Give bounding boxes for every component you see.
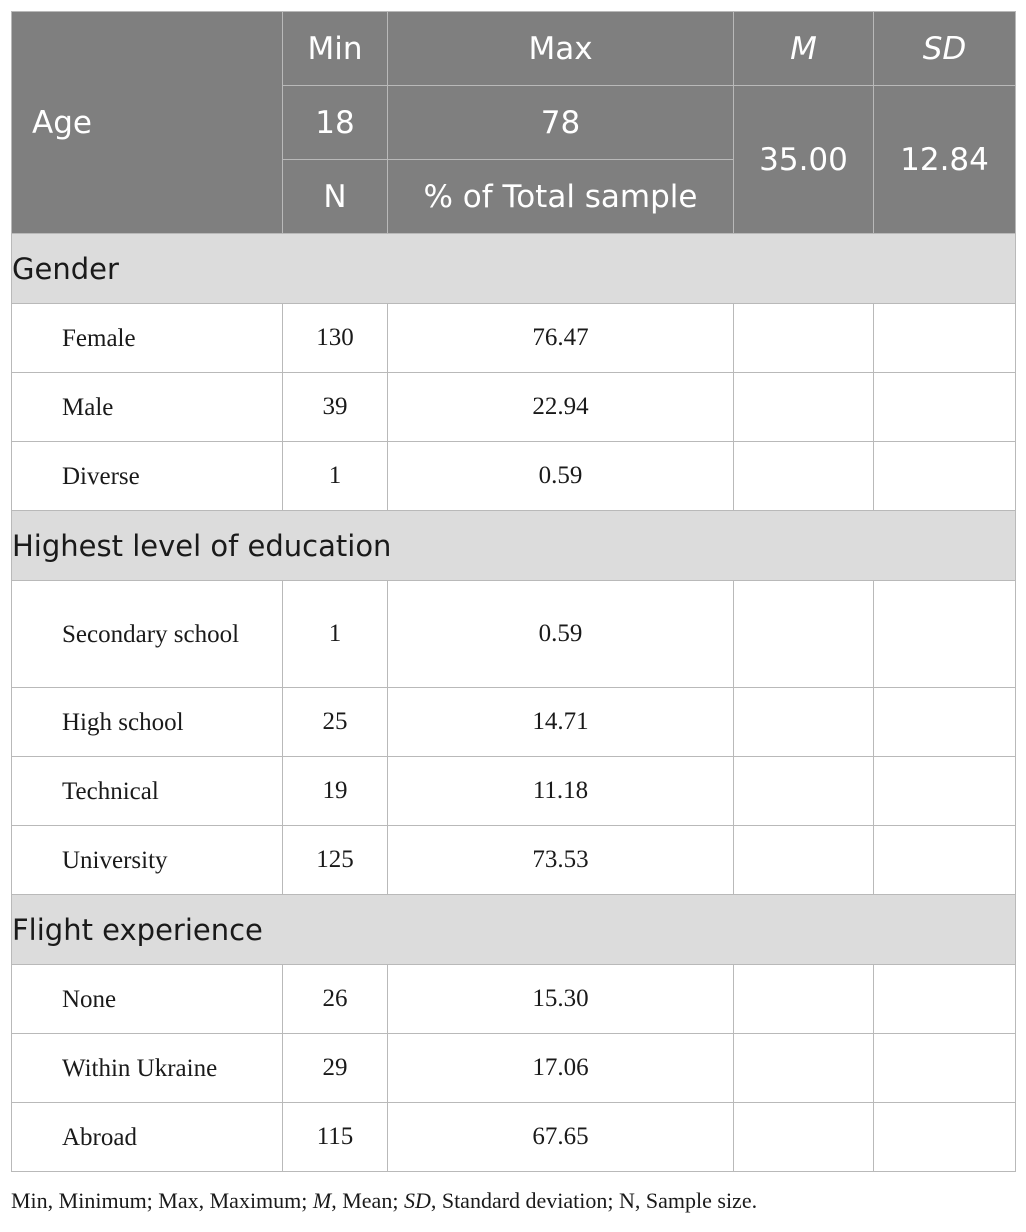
row-pct: 67.65: [387, 1102, 734, 1172]
empty-cell: [733, 1033, 874, 1103]
age-min-value: 18: [282, 85, 388, 160]
section-title-gender: Gender: [11, 233, 1016, 304]
empty-cell: [873, 756, 1016, 826]
row-pct: 17.06: [387, 1033, 734, 1103]
empty-cell: [873, 580, 1016, 688]
row-pct: 11.18: [387, 756, 734, 826]
empty-cell: [733, 964, 874, 1034]
header-max: Max: [387, 11, 734, 86]
row-label: Male: [11, 372, 283, 442]
row-n: 1: [282, 580, 388, 688]
row-n: 130: [282, 303, 388, 373]
empty-cell: [873, 964, 1016, 1034]
row-n: 115: [282, 1102, 388, 1172]
empty-cell: [733, 687, 874, 757]
table-footnote: Min, Minimum; Max, Maximum; M, Mean; SD,…: [11, 1188, 757, 1214]
row-n: 29: [282, 1033, 388, 1103]
row-label: Diverse: [11, 441, 283, 511]
table-row: High school 25 14.71: [11, 687, 1016, 757]
row-label: None: [11, 964, 283, 1034]
empty-cell: [873, 441, 1016, 511]
row-label: Abroad: [11, 1102, 283, 1172]
empty-cell: [733, 756, 874, 826]
footnote-mean-symbol: M: [312, 1188, 332, 1213]
table-row: Technical 19 11.18: [11, 756, 1016, 826]
empty-cell: [733, 580, 874, 688]
row-pct: 14.71: [387, 687, 734, 757]
footnote-part: , Mean;: [331, 1188, 404, 1213]
row-n: 25: [282, 687, 388, 757]
header-min: Min: [282, 11, 388, 86]
table-row: University 125 73.53: [11, 825, 1016, 895]
row-pct: 22.94: [387, 372, 734, 442]
row-label: University: [11, 825, 283, 895]
header-pct: % of Total sample: [387, 159, 734, 234]
row-pct: 76.47: [387, 303, 734, 373]
row-n: 26: [282, 964, 388, 1034]
header-mean: M: [733, 11, 874, 86]
empty-cell: [873, 1102, 1016, 1172]
empty-cell: [733, 441, 874, 511]
row-pct: 15.30: [387, 964, 734, 1034]
age-mean-value: 35.00: [733, 85, 874, 234]
empty-cell: [733, 825, 874, 895]
row-pct: 0.59: [387, 580, 734, 688]
empty-cell: [733, 303, 874, 373]
empty-cell: [873, 825, 1016, 895]
row-n: 125: [282, 825, 388, 895]
footnote-part: , Standard deviation; N, Sample size.: [430, 1188, 758, 1213]
empty-cell: [733, 372, 874, 442]
row-label: Technical: [11, 756, 283, 826]
footnote-sd-symbol: SD: [403, 1188, 431, 1213]
header-age: Age: [11, 11, 283, 234]
demographics-table: Age Min Max M SD 18 78 35.00 12.84 N % o…: [11, 11, 1016, 1172]
table-row: None 26 15.30: [11, 964, 1016, 1034]
footnote-part: Min, Minimum; Max, Maximum;: [11, 1188, 313, 1213]
row-label: Female: [11, 303, 283, 373]
table-row: Abroad 115 67.65: [11, 1102, 1016, 1172]
row-pct: 73.53: [387, 825, 734, 895]
row-n: 1: [282, 441, 388, 511]
table-row: Female 130 76.47: [11, 303, 1016, 373]
empty-cell: [873, 687, 1016, 757]
row-label: Secondary school: [11, 580, 283, 688]
table-row: Male 39 22.94: [11, 372, 1016, 442]
age-sd-value: 12.84: [873, 85, 1016, 234]
row-label: Within Ukraine: [11, 1033, 283, 1103]
section-title-flight: Flight experience: [11, 894, 1016, 965]
table-row: Within Ukraine 29 17.06: [11, 1033, 1016, 1103]
row-n: 39: [282, 372, 388, 442]
table-row: Secondary school 1 0.59: [11, 580, 1016, 688]
section-title-education: Highest level of education: [11, 510, 1016, 581]
row-n: 19: [282, 756, 388, 826]
empty-cell: [733, 1102, 874, 1172]
header-sd: SD: [873, 11, 1016, 86]
row-label: High school: [11, 687, 283, 757]
empty-cell: [873, 372, 1016, 442]
empty-cell: [873, 1033, 1016, 1103]
header-n: N: [282, 159, 388, 234]
table-row: Diverse 1 0.59: [11, 441, 1016, 511]
age-max-value: 78: [387, 85, 734, 160]
row-pct: 0.59: [387, 441, 734, 511]
empty-cell: [873, 303, 1016, 373]
